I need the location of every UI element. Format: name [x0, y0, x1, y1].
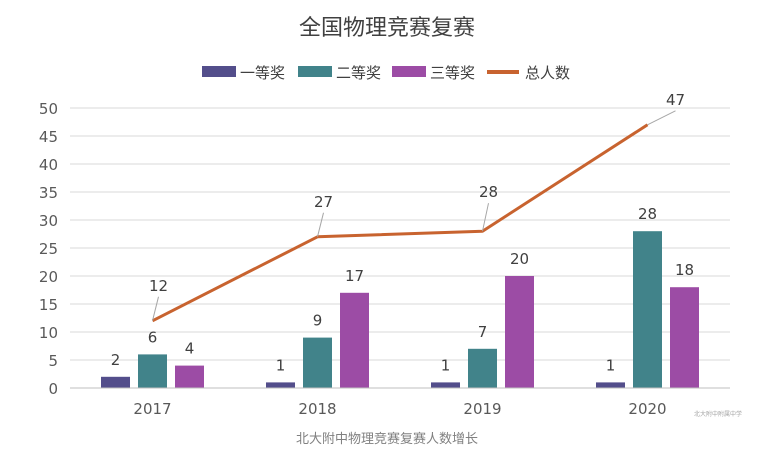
y-tick-label: 5	[48, 352, 58, 370]
x-tick-label: 2018	[298, 400, 336, 418]
bar	[101, 376, 130, 388]
bar-value-label: 7	[478, 323, 488, 341]
y-tick-label: 25	[39, 240, 58, 258]
legend-swatch	[298, 66, 332, 77]
line-value-label: 47	[666, 91, 685, 109]
line-value-label: 12	[149, 277, 168, 295]
x-tick-label: 2019	[463, 400, 501, 418]
bar-value-label: 2	[111, 351, 121, 369]
bar	[431, 382, 460, 388]
bar-value-label: 20	[510, 250, 529, 268]
watermark-text: 北大附中附属中学	[694, 411, 743, 418]
legend-label: 二等奖	[336, 64, 381, 82]
x-tick-label: 2017	[133, 400, 171, 418]
y-tick-label: 0	[48, 380, 58, 398]
legend-label: 总人数	[525, 64, 570, 82]
leader-line	[647, 110, 676, 126]
legend-label: 三等奖	[430, 64, 475, 82]
bar-value-label: 1	[276, 356, 286, 374]
y-tick-label: 40	[39, 156, 58, 174]
legend-label: 一等奖	[240, 64, 285, 82]
chart-title: 全国物理竞赛复赛	[298, 16, 475, 41]
bar	[633, 231, 662, 388]
leader-line	[482, 203, 489, 232]
bar-value-label: 6	[148, 328, 158, 346]
line-value-label: 28	[479, 183, 498, 201]
bar-value-label: 17	[345, 267, 364, 285]
y-tick-label: 15	[39, 296, 58, 314]
legend-swatch	[202, 66, 236, 77]
bar-value-label: 1	[441, 356, 451, 374]
y-tick-label: 20	[39, 268, 58, 286]
bar-value-label: 28	[638, 205, 657, 223]
bar	[596, 382, 625, 388]
y-tick-label: 10	[39, 324, 58, 342]
bar-value-label: 18	[675, 261, 694, 279]
total-line	[151, 123, 649, 323]
legend-swatch	[392, 66, 426, 77]
bar	[266, 382, 295, 388]
y-tick-label: 35	[39, 184, 58, 202]
y-tick-label: 50	[39, 100, 58, 118]
y-tick-label: 30	[39, 212, 58, 230]
leader-line	[152, 296, 159, 321]
bar	[303, 337, 332, 388]
bar	[505, 276, 534, 388]
line-value-label: 27	[314, 193, 333, 211]
bar-value-label: 1	[606, 356, 616, 374]
y-tick-label: 45	[39, 128, 58, 146]
leader-line	[317, 212, 324, 237]
bar	[670, 287, 699, 388]
chart-caption: 北大附中物理竞赛复赛人数增长	[295, 432, 478, 447]
x-tick-label: 2020	[628, 400, 666, 418]
bar	[340, 292, 369, 388]
bar-value-label: 9	[313, 312, 323, 330]
bar	[138, 354, 167, 388]
bar-value-label: 4	[185, 340, 195, 358]
bar	[175, 365, 204, 388]
bar	[468, 348, 497, 388]
